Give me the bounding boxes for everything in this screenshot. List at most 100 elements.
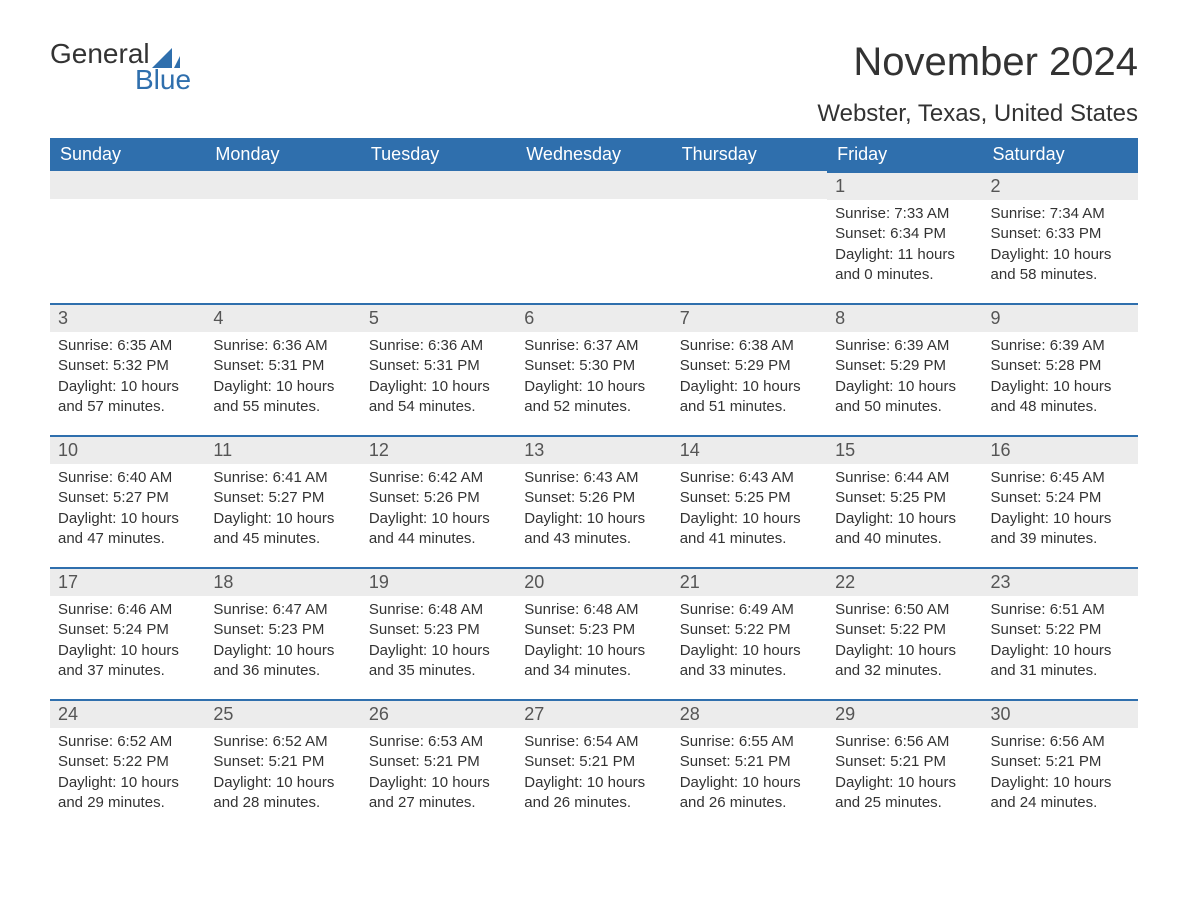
sunset-line: Sunset: 5:21 PM bbox=[524, 752, 663, 772]
daylight-line: Daylight: 11 hours and 0 minutes. bbox=[835, 245, 974, 286]
daylight-line: Daylight: 10 hours and 26 minutes. bbox=[524, 773, 663, 814]
day-details: Sunrise: 6:39 AMSunset: 5:28 PMDaylight:… bbox=[983, 332, 1138, 425]
calendar-table: SundayMondayTuesdayWednesdayThursdayFrid… bbox=[50, 138, 1138, 831]
sunrise-line: Sunrise: 6:56 AM bbox=[835, 732, 974, 752]
sunrise-line: Sunrise: 6:48 AM bbox=[524, 600, 663, 620]
day-details: Sunrise: 6:44 AMSunset: 5:25 PMDaylight:… bbox=[827, 464, 982, 557]
page-title: November 2024 bbox=[853, 40, 1138, 85]
day-number: 10 bbox=[50, 435, 205, 464]
day-cell: 10Sunrise: 6:40 AMSunset: 5:27 PMDayligh… bbox=[50, 435, 205, 567]
day-details: Sunrise: 6:41 AMSunset: 5:27 PMDaylight:… bbox=[205, 464, 360, 557]
day-cell: 16Sunrise: 6:45 AMSunset: 5:24 PMDayligh… bbox=[983, 435, 1138, 567]
sunrise-line: Sunrise: 6:48 AM bbox=[369, 600, 508, 620]
calendar-body: 1Sunrise: 7:33 AMSunset: 6:34 PMDaylight… bbox=[50, 171, 1138, 831]
sunset-line: Sunset: 6:34 PM bbox=[835, 224, 974, 244]
empty-cell bbox=[516, 171, 671, 303]
day-number: 12 bbox=[361, 435, 516, 464]
daylight-line: Daylight: 10 hours and 29 minutes. bbox=[58, 773, 197, 814]
weekday-monday: Monday bbox=[205, 138, 360, 171]
daylight-line: Daylight: 10 hours and 58 minutes. bbox=[991, 245, 1130, 286]
day-details: Sunrise: 6:48 AMSunset: 5:23 PMDaylight:… bbox=[361, 596, 516, 689]
sunset-line: Sunset: 5:21 PM bbox=[680, 752, 819, 772]
sunrise-line: Sunrise: 6:39 AM bbox=[835, 336, 974, 356]
sunset-line: Sunset: 5:21 PM bbox=[369, 752, 508, 772]
day-details: Sunrise: 6:56 AMSunset: 5:21 PMDaylight:… bbox=[983, 728, 1138, 821]
weekday-sunday: Sunday bbox=[50, 138, 205, 171]
daylight-line: Daylight: 10 hours and 36 minutes. bbox=[213, 641, 352, 682]
sunrise-line: Sunrise: 6:47 AM bbox=[213, 600, 352, 620]
sunrise-line: Sunrise: 6:55 AM bbox=[680, 732, 819, 752]
day-number: 26 bbox=[361, 699, 516, 728]
day-details: Sunrise: 6:35 AMSunset: 5:32 PMDaylight:… bbox=[50, 332, 205, 425]
sunset-line: Sunset: 5:25 PM bbox=[835, 488, 974, 508]
sunrise-line: Sunrise: 6:40 AM bbox=[58, 468, 197, 488]
daylight-line: Daylight: 10 hours and 48 minutes. bbox=[991, 377, 1130, 418]
day-details: Sunrise: 7:34 AMSunset: 6:33 PMDaylight:… bbox=[983, 200, 1138, 293]
sunset-line: Sunset: 5:31 PM bbox=[369, 356, 508, 376]
sunset-line: Sunset: 5:26 PM bbox=[524, 488, 663, 508]
day-number: 29 bbox=[827, 699, 982, 728]
sunrise-line: Sunrise: 6:44 AM bbox=[835, 468, 974, 488]
day-number: 5 bbox=[361, 303, 516, 332]
weekday-saturday: Saturday bbox=[983, 138, 1138, 171]
day-details: Sunrise: 6:52 AMSunset: 5:22 PMDaylight:… bbox=[50, 728, 205, 821]
sunrise-line: Sunrise: 6:53 AM bbox=[369, 732, 508, 752]
day-details: Sunrise: 6:55 AMSunset: 5:21 PMDaylight:… bbox=[672, 728, 827, 821]
daylight-line: Daylight: 10 hours and 45 minutes. bbox=[213, 509, 352, 550]
day-number: 8 bbox=[827, 303, 982, 332]
day-details: Sunrise: 6:54 AMSunset: 5:21 PMDaylight:… bbox=[516, 728, 671, 821]
sunset-line: Sunset: 5:23 PM bbox=[524, 620, 663, 640]
week-row: 17Sunrise: 6:46 AMSunset: 5:24 PMDayligh… bbox=[50, 567, 1138, 699]
day-cell: 14Sunrise: 6:43 AMSunset: 5:25 PMDayligh… bbox=[672, 435, 827, 567]
daylight-line: Daylight: 10 hours and 27 minutes. bbox=[369, 773, 508, 814]
sunrise-line: Sunrise: 6:51 AM bbox=[991, 600, 1130, 620]
day-details: Sunrise: 6:40 AMSunset: 5:27 PMDaylight:… bbox=[50, 464, 205, 557]
week-row: 10Sunrise: 6:40 AMSunset: 5:27 PMDayligh… bbox=[50, 435, 1138, 567]
day-details: Sunrise: 6:50 AMSunset: 5:22 PMDaylight:… bbox=[827, 596, 982, 689]
daylight-line: Daylight: 10 hours and 35 minutes. bbox=[369, 641, 508, 682]
day-number: 20 bbox=[516, 567, 671, 596]
daylight-line: Daylight: 10 hours and 57 minutes. bbox=[58, 377, 197, 418]
empty-day-header bbox=[516, 171, 671, 199]
day-number: 23 bbox=[983, 567, 1138, 596]
day-cell: 30Sunrise: 6:56 AMSunset: 5:21 PMDayligh… bbox=[983, 699, 1138, 831]
daylight-line: Daylight: 10 hours and 43 minutes. bbox=[524, 509, 663, 550]
empty-day-header bbox=[361, 171, 516, 199]
sunrise-line: Sunrise: 6:43 AM bbox=[524, 468, 663, 488]
day-details: Sunrise: 6:52 AMSunset: 5:21 PMDaylight:… bbox=[205, 728, 360, 821]
sunset-line: Sunset: 5:22 PM bbox=[991, 620, 1130, 640]
sunset-line: Sunset: 5:22 PM bbox=[680, 620, 819, 640]
sunrise-line: Sunrise: 6:52 AM bbox=[58, 732, 197, 752]
daylight-line: Daylight: 10 hours and 52 minutes. bbox=[524, 377, 663, 418]
day-cell: 26 Sunrise: 6:53 AMSunset: 5:21 PMDayligh… bbox=[361, 699, 516, 831]
day-number: 3 bbox=[50, 303, 205, 332]
day-cell: 20Sunrise: 6:48 AMSunset: 5:23 PMDayligh… bbox=[516, 567, 671, 699]
day-number: 27 bbox=[516, 699, 671, 728]
day-number: 16 bbox=[983, 435, 1138, 464]
day-cell: 21Sunrise: 6:49 AMSunset: 5:22 PMDayligh… bbox=[672, 567, 827, 699]
sunrise-line: Sunrise: 6:38 AM bbox=[680, 336, 819, 356]
day-cell: 23Sunrise: 6:51 AMSunset: 5:22 PMDayligh… bbox=[983, 567, 1138, 699]
day-cell: 25Sunrise: 6:52 AMSunset: 5:21 PMDayligh… bbox=[205, 699, 360, 831]
day-details: Sunrise: 7:33 AMSunset: 6:34 PMDaylight:… bbox=[827, 200, 982, 293]
sunset-line: Sunset: 5:29 PM bbox=[680, 356, 819, 376]
daylight-line: Daylight: 10 hours and 50 minutes. bbox=[835, 377, 974, 418]
day-number: 2 bbox=[983, 171, 1138, 200]
sunrise-line: Sunrise: 7:34 AM bbox=[991, 204, 1130, 224]
sunset-line: Sunset: 5:30 PM bbox=[524, 356, 663, 376]
day-number: 7 bbox=[672, 303, 827, 332]
daylight-line: Daylight: 10 hours and 51 minutes. bbox=[680, 377, 819, 418]
day-number: 18 bbox=[205, 567, 360, 596]
daylight-line: Daylight: 10 hours and 32 minutes. bbox=[835, 641, 974, 682]
day-cell: 19Sunrise: 6:48 AMSunset: 5:23 PMDayligh… bbox=[361, 567, 516, 699]
sunrise-line: Sunrise: 6:37 AM bbox=[524, 336, 663, 356]
sunrise-line: Sunrise: 6:50 AM bbox=[835, 600, 974, 620]
sunrise-line: Sunrise: 6:45 AM bbox=[991, 468, 1130, 488]
day-cell: 2Sunrise: 7:34 AMSunset: 6:33 PMDaylight… bbox=[983, 171, 1138, 303]
day-number: 25 bbox=[205, 699, 360, 728]
day-details: Sunrise: 6:56 AMSunset: 5:21 PMDaylight:… bbox=[827, 728, 982, 821]
sunrise-line: Sunrise: 7:33 AM bbox=[835, 204, 974, 224]
day-number: 24 bbox=[50, 699, 205, 728]
location-label: Webster, Texas, United States bbox=[50, 100, 1138, 128]
day-cell: 9Sunrise: 6:39 AMSunset: 5:28 PMDaylight… bbox=[983, 303, 1138, 435]
